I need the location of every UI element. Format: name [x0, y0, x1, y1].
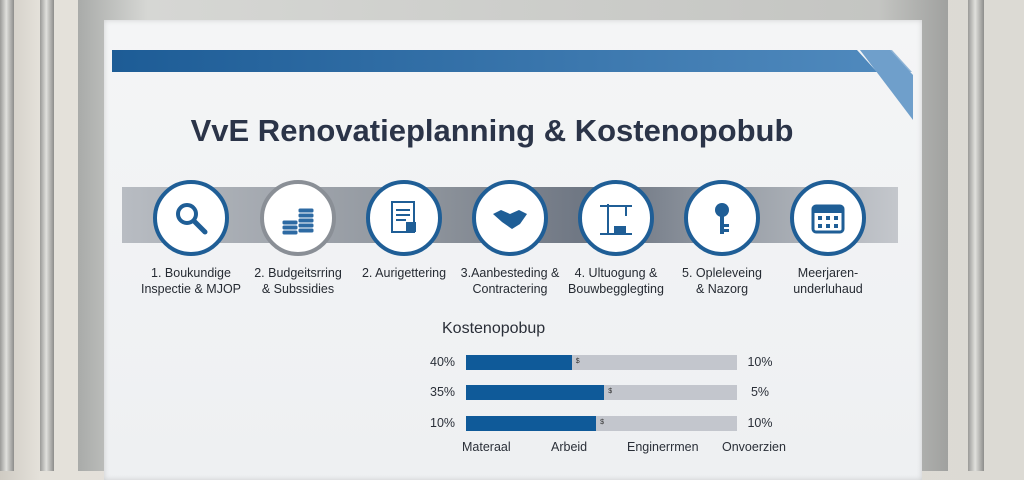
cost-bar-track: $	[466, 385, 737, 400]
step-icon-circle	[472, 180, 548, 256]
step-label-line: Inspectie & MJOP	[140, 282, 242, 296]
scaffold-pole	[0, 0, 14, 471]
document-icon	[391, 201, 416, 233]
step-label-line: & Subssidies	[261, 282, 335, 296]
scaffold-pole	[968, 0, 984, 471]
step-icon-circle	[366, 180, 442, 256]
step-label-line: Contractering	[472, 282, 548, 296]
row-left-percent: 40%	[430, 355, 456, 369]
magnifier-icon	[176, 203, 208, 235]
key-icon	[715, 203, 729, 234]
corner-accent	[860, 50, 913, 120]
coins-icon	[281, 207, 315, 236]
step-label-line: 4. Ultuogung &	[574, 266, 658, 280]
step-label: 5. Opleleveing & Nazorg	[662, 265, 782, 297]
step-icon-circle	[790, 180, 866, 256]
cost-bar-fill	[466, 385, 605, 400]
scaffold-pole	[40, 0, 54, 471]
page-title: VvE Renovatieplanning & Kostenopobub	[190, 113, 794, 148]
category-label: Materaal	[462, 440, 511, 454]
step-label-line: Meerjaren-	[797, 266, 859, 280]
step-label-line: 2. Aurigettering	[361, 266, 447, 280]
row-right-percent: 10%	[747, 416, 773, 430]
cost-bar-track: $	[466, 416, 737, 431]
category-label: Arbeid	[551, 440, 588, 454]
step-label-line: & Nazorg	[695, 282, 749, 296]
step-icon-circle	[260, 180, 336, 256]
bar-marker: $	[600, 419, 605, 426]
category-label: Enginerrmen	[627, 440, 699, 454]
step-label-line: 3.Aanbesteding &	[460, 266, 560, 280]
cost-bar-fill	[466, 416, 597, 431]
cost-bar-track: $	[466, 355, 737, 370]
cost-title: Kostenopobup	[442, 320, 546, 337]
step-label: 2. Budgeitsrring & Subssidies	[238, 265, 358, 297]
row-right-percent: 5%	[750, 385, 770, 399]
step-icon-circle	[578, 180, 654, 256]
step-label: 2. Aurigettering	[344, 265, 464, 281]
step-label: 1. Boukundige Inspectie & MJOP	[131, 265, 251, 297]
step-label-line: underluhaud	[793, 282, 863, 296]
step-label: Meerjaren-underluhaud	[768, 265, 888, 297]
crane-icon	[600, 204, 632, 235]
calendar-icon	[811, 204, 845, 234]
bar-marker: $	[608, 388, 613, 395]
step-label-line: 1. Boukundige	[151, 266, 231, 280]
header-stripe	[112, 50, 912, 72]
step-label-line: 5. Opleleveing	[682, 266, 762, 280]
step-icon-circle	[153, 180, 229, 256]
step-icon-circle	[684, 180, 760, 256]
row-right-percent: 10%	[747, 355, 773, 369]
handshake-icon	[493, 210, 527, 229]
category-label: Onvoerzien	[722, 440, 786, 454]
row-left-percent: 35%	[430, 385, 456, 399]
step-label-line: Bouwbegglegting	[568, 282, 664, 296]
step-label: 4. Ultuogung & Bouwbegglegting	[556, 265, 676, 297]
cost-bar-fill	[466, 355, 572, 370]
bar-marker: $	[575, 358, 580, 365]
row-left-percent: 10%	[430, 416, 456, 430]
step-label: 3.Aanbesteding & Contractering	[450, 265, 570, 297]
step-label-line: 2. Budgeitsrring	[254, 266, 342, 280]
